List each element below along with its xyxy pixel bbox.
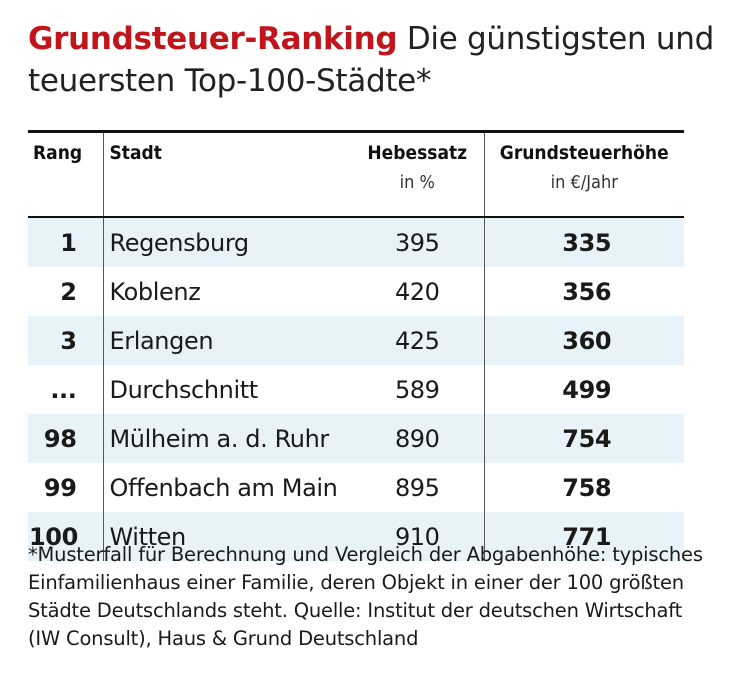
cell-city: Durchschnitt xyxy=(102,365,351,414)
cell-city: Regensburg xyxy=(102,217,351,267)
cell-rank: 98 xyxy=(28,414,103,463)
header-rank: Rang xyxy=(28,132,103,218)
cell-tax: 754 xyxy=(483,414,684,463)
table-row: 3 Erlangen 425 360 xyxy=(28,316,684,365)
header-city: Stadt xyxy=(102,131,351,217)
cell-city: Mülheim a. d. Ruhr xyxy=(102,414,351,463)
ranking-table: Rang Stadt Hebessatz in % Grundsteuerhöh… xyxy=(28,130,684,561)
headline: Grundsteuer-Ranking Die günstigsten und … xyxy=(28,18,718,102)
table-row: 99 Offenbach am Main 895 758 xyxy=(28,463,684,512)
cell-rate: 420 xyxy=(351,267,484,316)
cell-rank: 3 xyxy=(28,316,103,365)
header-tax-unit: in €/Jahr xyxy=(550,172,618,193)
header-rate-label: Hebessatz xyxy=(367,142,468,164)
cell-rank: 1 xyxy=(28,217,103,267)
cell-rate: 395 xyxy=(351,217,484,267)
table-row: 1 Regensburg 395 335 xyxy=(28,217,684,267)
header-city-label: Stadt xyxy=(109,142,162,164)
table-row: 100 Witten 910 771 xyxy=(28,512,684,561)
cell-city: Erlangen xyxy=(102,316,351,365)
cell-rank: 2 xyxy=(28,267,103,316)
cell-tax: 356 xyxy=(483,267,684,316)
header-rank-label: Rang xyxy=(33,142,83,164)
cell-tax: 499 xyxy=(483,365,684,414)
header-tax: Grundsteuerhöhe in €/Jahr xyxy=(483,131,684,217)
cell-tax: 335 xyxy=(483,217,684,267)
cell-rate: 589 xyxy=(351,365,484,414)
footnote: *Musterfall für Berechnung und Vergleich… xyxy=(28,543,703,650)
cell-city: Witten xyxy=(102,512,351,561)
header-rate-unit: in % xyxy=(399,172,435,193)
cell-rate: 425 xyxy=(351,316,484,365)
headline-rest: Die günstigsten und teuersten Top-100-St… xyxy=(28,21,714,99)
cell-rank: 100 xyxy=(28,512,103,561)
cell-tax: 360 xyxy=(483,316,684,365)
cell-rank: 99 xyxy=(28,463,103,512)
header-rate: Hebessatz in % xyxy=(351,132,484,218)
table-row: 2 Koblenz 420 356 xyxy=(28,267,684,316)
cell-city: Offenbach am Main xyxy=(102,463,351,512)
cell-rank: ... xyxy=(28,365,103,414)
table-row: 98 Mülheim a. d. Ruhr 890 754 xyxy=(28,414,684,463)
headline-highlight: Grundsteuer-Ranking xyxy=(28,21,398,57)
cell-rate: 910 xyxy=(351,512,484,561)
cell-rate: 890 xyxy=(351,414,484,463)
cell-tax: 758 xyxy=(483,463,684,512)
table-row: ... Durchschnitt 589 499 xyxy=(28,365,684,414)
header-tax-label: Grundsteuerhöhe xyxy=(499,142,669,164)
cell-tax: 771 xyxy=(483,512,684,561)
cell-rate: 895 xyxy=(351,463,484,512)
table-header-row: Rang Stadt Hebessatz in % Grundsteuerhöh… xyxy=(28,131,684,218)
cell-city: Koblenz xyxy=(102,267,351,316)
